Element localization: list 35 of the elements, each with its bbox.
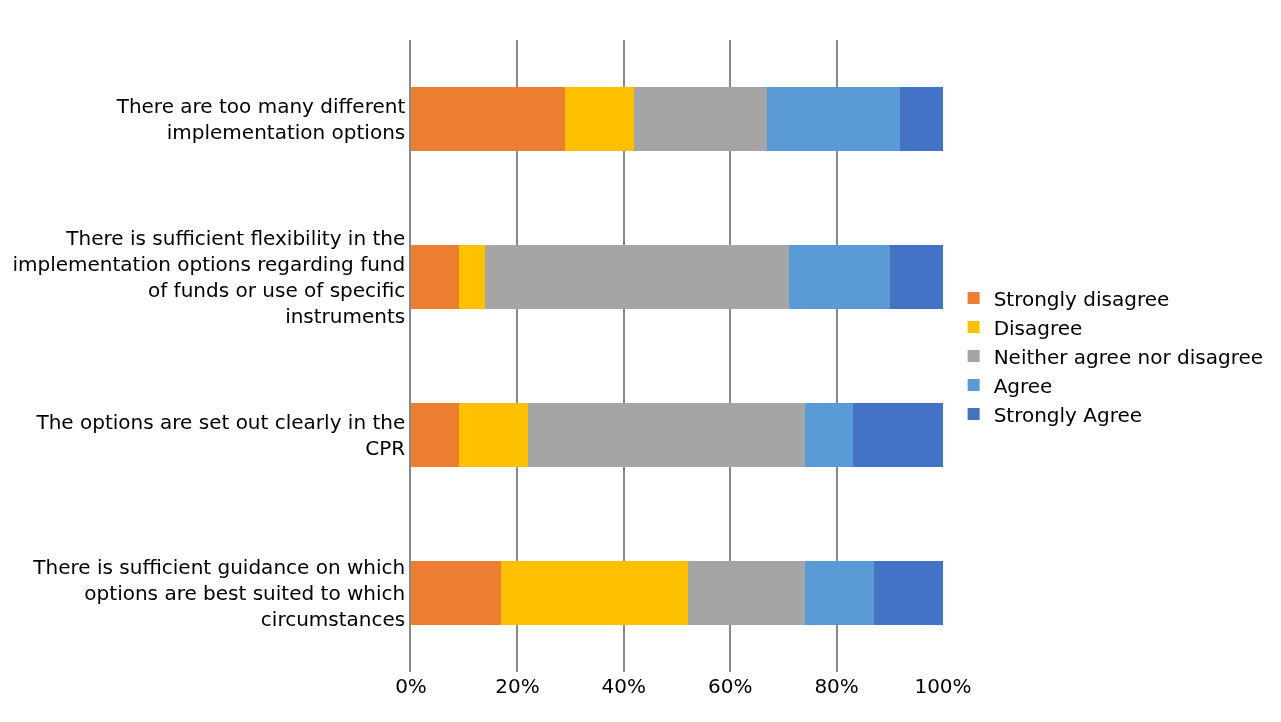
bar (411, 87, 566, 151)
bar (458, 245, 486, 309)
x-tick-label: 60% (707, 674, 753, 698)
bar (900, 87, 943, 151)
bar (852, 403, 943, 467)
bar (565, 87, 635, 151)
x-tick-label: 40% (601, 674, 647, 698)
bar (485, 245, 789, 309)
bar (411, 561, 502, 625)
bar (804, 403, 853, 467)
legend-label: Strongly disagree (993, 286, 1170, 311)
bar (687, 561, 805, 625)
bar (788, 245, 890, 309)
x-tick-label: 20% (495, 674, 540, 698)
bar (873, 561, 943, 625)
y-tick-label: The options are set out clearly in the CPR (35, 410, 406, 460)
x-tick-label: 80% (814, 674, 859, 698)
bar (411, 245, 459, 309)
x-tick-label: 0% (395, 674, 427, 698)
y-tick-label: There are too many different implementation options (115, 94, 406, 144)
y-tick-label: There is sufficient guidance on which options are best suited to which circumstances (32, 555, 406, 631)
legend-label: Disagree (993, 315, 1083, 340)
bar (528, 403, 805, 467)
bar (889, 245, 943, 309)
legend-label: Agree (993, 373, 1053, 398)
bar (634, 87, 768, 151)
x-tick-label: 100% (914, 674, 972, 698)
legend-label: Neither agree nor disagree (993, 344, 1264, 369)
bar (767, 87, 901, 151)
bar (458, 403, 529, 467)
y-tick-label: There is sufficient flexibility in the implementation options regarding fund of funds or use of specific instruments (12, 226, 406, 328)
bar (804, 561, 874, 625)
legend-label: Strongly Agree (993, 402, 1143, 427)
bar (501, 561, 688, 625)
bar (411, 403, 459, 467)
